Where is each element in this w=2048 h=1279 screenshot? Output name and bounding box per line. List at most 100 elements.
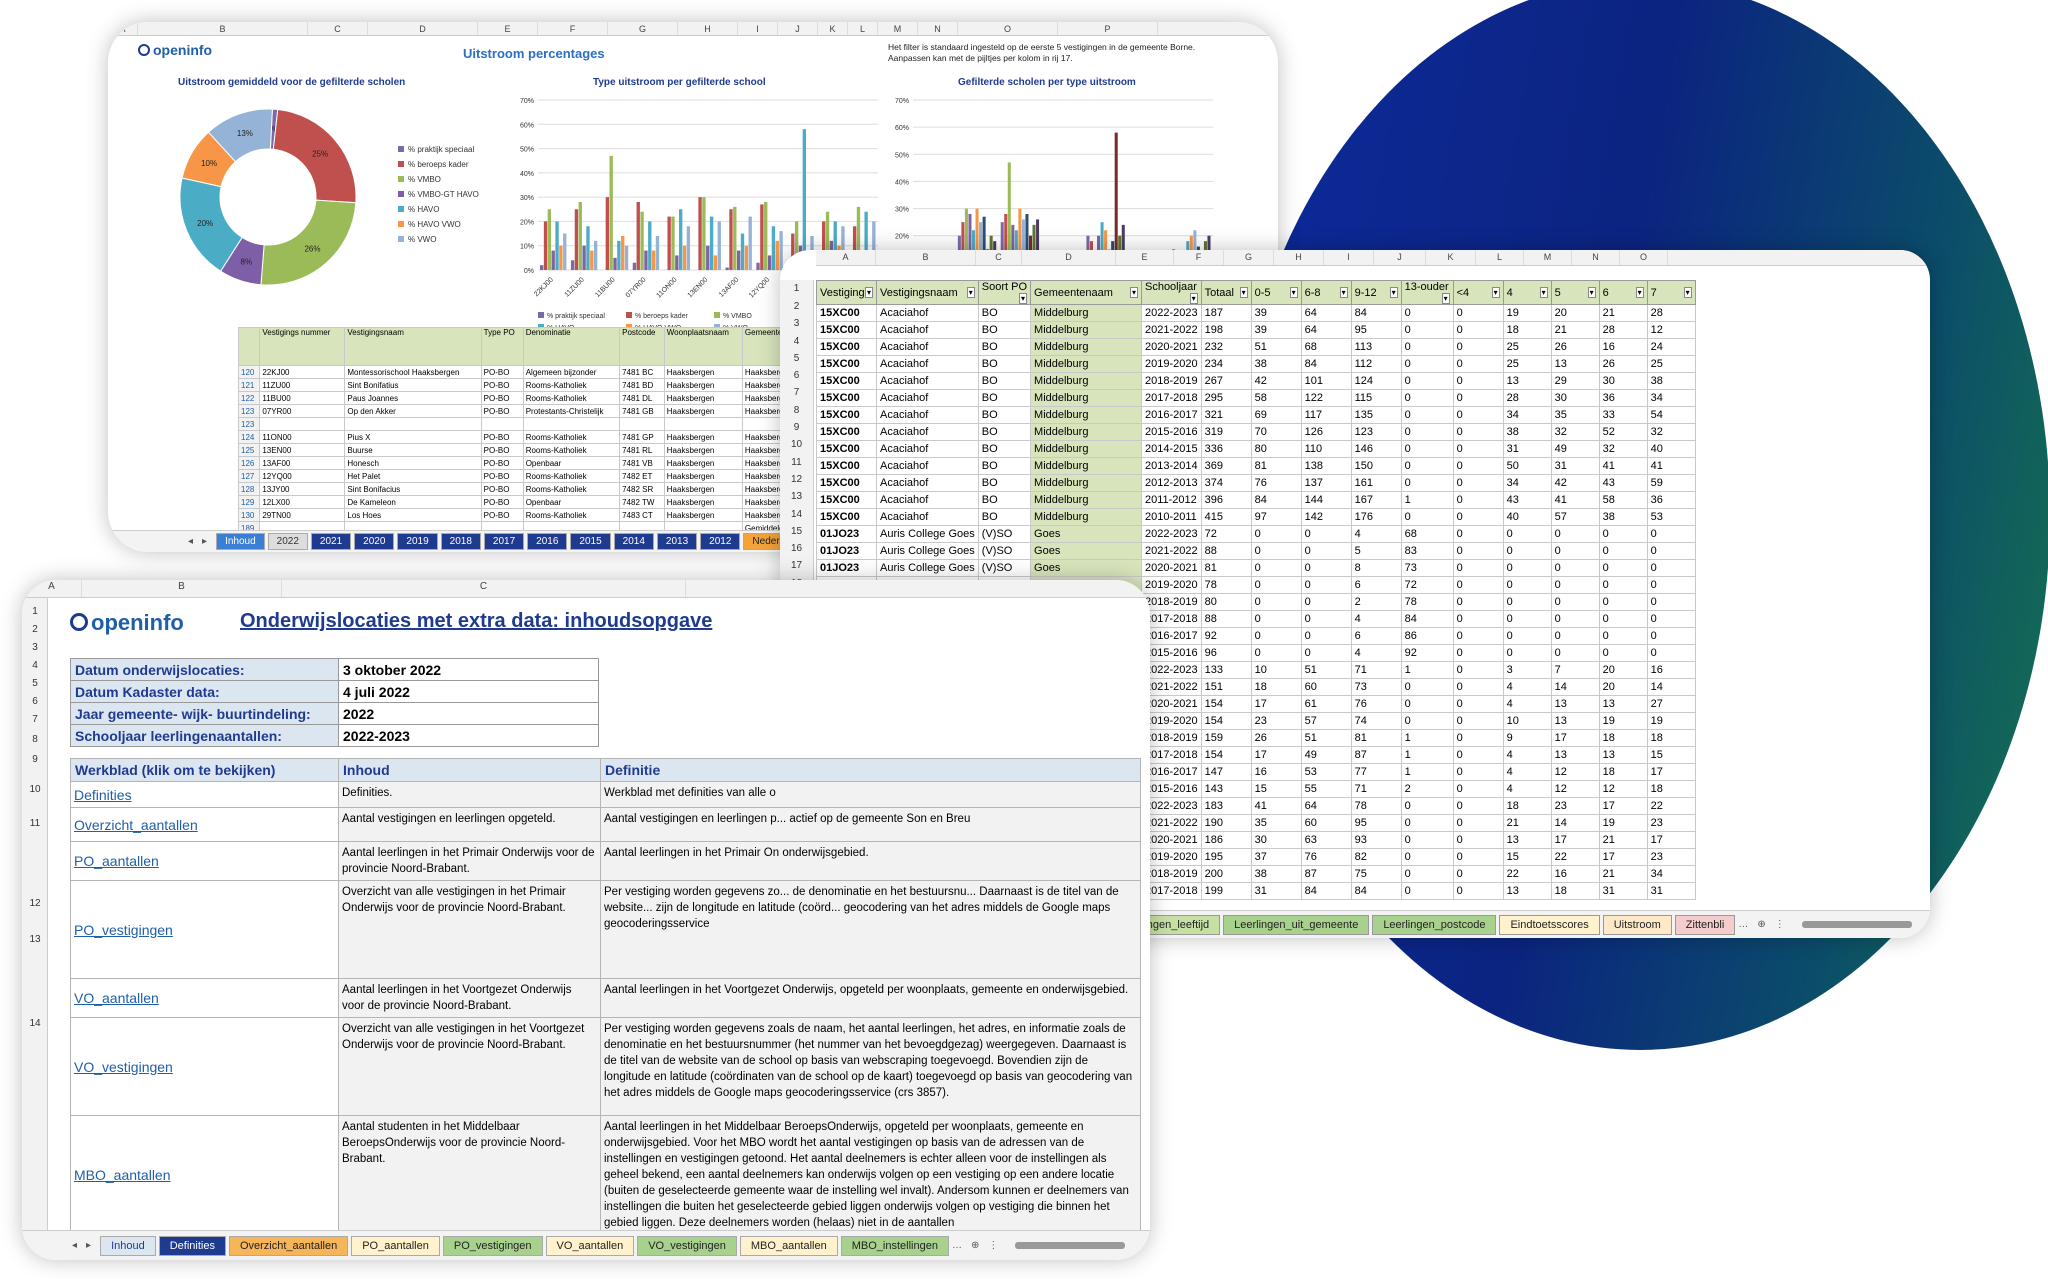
table-cell[interactable]: Buurse <box>344 443 482 457</box>
table-cell[interactable]: 3 <box>1502 661 1552 679</box>
table-cell[interactable]: 154 <box>1200 712 1252 730</box>
table-cell[interactable]: 26 <box>1250 729 1302 747</box>
table-cell[interactable]: 0 <box>1452 321 1504 339</box>
table-cell[interactable]: 22KJ00 <box>259 365 346 379</box>
prev-sheet-icon[interactable]: ◂ <box>72 1240 78 1251</box>
table-cell[interactable]: 0 <box>1300 593 1352 611</box>
table-cell[interactable]: 16 <box>1550 865 1600 883</box>
table-cell[interactable]: 4 <box>1350 525 1402 543</box>
sheet-tab[interactable]: 2012 <box>700 533 741 550</box>
table-cell[interactable]: 16 <box>1598 338 1648 356</box>
table-cell[interactable]: 0 <box>1400 406 1454 424</box>
column-letter[interactable]: B <box>876 250 976 265</box>
row-number[interactable]: 15 <box>790 525 803 537</box>
table-cell[interactable]: 58 <box>1598 491 1648 509</box>
table-cell[interactable]: PO-BO <box>480 508 524 522</box>
table-cell[interactable]: 29 <box>1550 372 1600 390</box>
table-cell[interactable]: 2020-2021 <box>1140 338 1202 356</box>
table-cell[interactable]: 22 <box>1502 865 1552 883</box>
table-cell[interactable]: 0 <box>1400 865 1454 883</box>
table-cell[interactable]: 7 <box>1550 661 1600 679</box>
row-number[interactable]: 8 <box>793 404 800 416</box>
table-cell[interactable]: 88 <box>1200 610 1252 628</box>
column-header[interactable]: Soort PO ▾ <box>977 280 1032 305</box>
table-cell[interactable]: 32 <box>1598 440 1648 458</box>
table-cell[interactable]: 58 <box>1250 389 1302 407</box>
table-cell[interactable]: Haaksbergen <box>663 456 743 470</box>
table-cell[interactable]: 18 <box>1598 763 1648 781</box>
row-number[interactable]: 5 <box>32 678 38 689</box>
table-cell[interactable]: 0 <box>1550 542 1600 560</box>
table-cell[interactable]: 150 <box>1350 457 1402 475</box>
table-cell[interactable]: 13JY00 <box>259 482 346 496</box>
table-cell[interactable]: PO-BO <box>480 404 524 418</box>
sheet-tab[interactable]: VO_aantallen <box>545 1235 635 1256</box>
table-cell[interactable]: 0 <box>1452 406 1504 424</box>
table-cell[interactable]: 7482 SR <box>619 482 665 496</box>
table-cell[interactable]: 0 <box>1598 593 1648 611</box>
sheet-tab[interactable]: PO_aantallen <box>351 1235 440 1256</box>
table-cell[interactable]: 0 <box>1300 610 1352 628</box>
filter-dropdown-icon[interactable]: ▾ <box>1289 286 1298 298</box>
table-cell[interactable]: 19 <box>1598 814 1648 832</box>
table-cell[interactable]: 0 <box>1452 593 1504 611</box>
table-cell[interactable]: 68 <box>1300 338 1352 356</box>
column-letter[interactable]: D <box>368 22 478 35</box>
table-cell[interactable] <box>259 417 346 431</box>
table-cell[interactable]: 22 <box>1550 848 1600 866</box>
table-cell[interactable]: Acaciahof <box>876 355 979 373</box>
table-cell[interactable]: 16 <box>1250 763 1302 781</box>
table-cell[interactable]: Rooms-Katholiek <box>522 430 621 444</box>
column-letter[interactable]: A <box>22 580 82 597</box>
row-number[interactable]: 12 <box>790 473 803 485</box>
table-cell[interactable]: Middelburg <box>1030 321 1142 339</box>
table-cell[interactable]: 0 <box>1502 525 1552 543</box>
table-cell[interactable]: 01JO23 <box>816 559 877 577</box>
table-cell[interactable]: 2020-2021 <box>1140 831 1202 849</box>
table-cell[interactable]: 2016-2017 <box>1140 763 1202 781</box>
table-cell[interactable]: 0 <box>1452 457 1504 475</box>
table-cell[interactable]: Auris College Goes <box>876 542 979 560</box>
table-cell[interactable]: 336 <box>1200 440 1252 458</box>
table-cell[interactable]: 64 <box>1300 797 1352 815</box>
table-cell[interactable]: Haaksbergen <box>663 508 743 522</box>
table-cell[interactable]: Acaciahof <box>876 338 979 356</box>
table-cell[interactable]: 57 <box>1300 712 1352 730</box>
table-cell[interactable]: 0 <box>1502 593 1552 611</box>
row-number[interactable]: 13 <box>29 934 41 945</box>
sheet-tab[interactable]: 2020 <box>354 533 395 550</box>
table-cell[interactable]: 24 <box>1646 338 1696 356</box>
table-cell[interactable]: 129 <box>237 495 261 509</box>
table-cell[interactable]: 0 <box>1452 780 1504 798</box>
table-cell[interactable]: 15XC00 <box>816 491 877 509</box>
table-cell[interactable]: 267 <box>1200 372 1252 390</box>
table-cell[interactable]: Rooms-Katholiek <box>522 378 621 392</box>
table-cell[interactable]: 4 <box>1350 610 1402 628</box>
table-cell[interactable]: 12 <box>1598 780 1648 798</box>
row-number[interactable]: 7 <box>32 714 38 725</box>
table-cell[interactable]: 7482 TW <box>619 495 665 509</box>
table-cell[interactable]: 396 <box>1200 491 1252 509</box>
table-cell[interactable]: Acaciahof <box>876 406 979 424</box>
table-cell[interactable]: 232 <box>1200 338 1252 356</box>
filter-dropdown-icon[interactable]: ▾ <box>1339 286 1348 298</box>
table-cell[interactable]: 26 <box>1550 338 1600 356</box>
table-cell[interactable]: 86 <box>1400 627 1454 645</box>
table-cell[interactable] <box>619 417 665 431</box>
table-cell[interactable]: 0 <box>1452 661 1504 679</box>
table-cell[interactable]: 123 <box>237 417 261 431</box>
table-cell[interactable]: 176 <box>1350 508 1402 526</box>
table-cell[interactable]: Middelburg <box>1030 406 1142 424</box>
filter-dropdown-icon[interactable]: ▾ <box>1587 286 1596 298</box>
table-cell[interactable]: 92 <box>1200 627 1252 645</box>
table-cell[interactable]: 123 <box>1350 423 1402 441</box>
sheet-link[interactable]: PO_aantallen <box>70 841 339 881</box>
table-cell[interactable]: Rooms-Katholiek <box>522 508 621 522</box>
table-cell[interactable]: Haaksbergen <box>663 430 743 444</box>
column-header[interactable]: Type PO <box>480 327 524 366</box>
column-letter[interactable]: O <box>958 22 1058 35</box>
table-cell[interactable]: 28 <box>1598 321 1648 339</box>
table-cell[interactable]: 0 <box>1550 559 1600 577</box>
table-cell[interactable]: 0 <box>1452 763 1504 781</box>
table-cell[interactable]: 0 <box>1400 678 1454 696</box>
